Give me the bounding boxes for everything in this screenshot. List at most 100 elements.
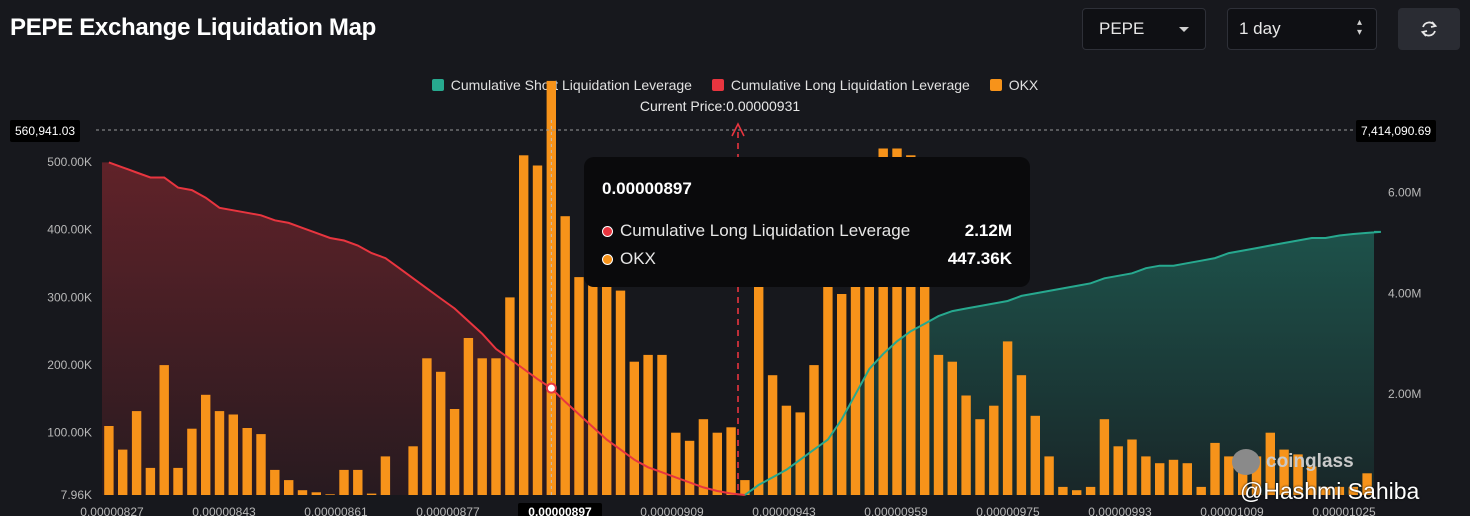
okx-bar [823,260,833,495]
okx-bar [754,229,764,495]
okx-bar [1196,486,1206,495]
okx-bar [1265,432,1275,495]
page-title: PEPE Exchange Liquidation Map [10,14,377,41]
okx-bar [505,297,515,495]
tooltip-dot-okx [602,253,613,265]
y-left-tick-label: 7.96K [61,488,92,502]
right-axis-crosshair-value: 7,414,090.69 [1356,120,1437,142]
okx-bar [1030,415,1040,495]
hover-point [545,382,557,394]
okx-bar [615,290,626,495]
okx-bar [380,456,391,495]
tooltip-label-long: Cumulative Long Liquidation Leverage [620,221,911,240]
okx-bar [920,206,930,495]
tooltip-price: 0.00000897 [602,179,692,198]
okx-bar [560,216,570,495]
tooltip-row-long: Cumulative Long Liquidation Leverage 2.1… [602,217,1012,245]
okx-bar [519,155,529,496]
okx-bar [546,80,556,496]
coinglass-watermark: coinglass [1232,449,1354,475]
range-select-value: 1 day [1239,19,1281,38]
x-tick-label: 0.00001025 [1312,505,1376,516]
okx-bar [311,492,321,495]
okx-bar [698,419,709,495]
refresh-icon [1420,21,1438,37]
legend-label-okx: OKX [1008,77,1039,93]
okx-bar [491,358,501,495]
okx-bar [1307,466,1317,495]
okx-bar [436,371,446,495]
okx-bar [1127,439,1137,495]
long-area [102,162,745,495]
okx-bar [1182,463,1192,495]
legend-item-okx[interactable]: OKX [989,77,1039,93]
legend-swatch-long [711,79,724,91]
okx-bar [1279,449,1289,495]
x-tick-label: 0.00001009 [1200,505,1264,516]
watermark-user: @Hashmi Sahiba [1240,478,1420,504]
okx-bar [422,358,432,495]
legend-item-short[interactable]: Cumulative Short Liquidation Leverage [431,77,692,93]
okx-bar [339,469,349,495]
okx-bar [1072,490,1082,495]
okx-bar [574,277,584,495]
x-tick-label: 0.00000861 [304,505,368,516]
okx-bar [1251,456,1262,495]
okx-bar [837,294,847,495]
refresh-button[interactable] [1398,8,1460,50]
chevron-down-icon [1179,27,1189,32]
okx-bar [1099,419,1110,495]
okx-bar [1016,375,1027,495]
okx-bar [878,148,888,495]
x-tick-label: 0.00000959 [864,505,928,516]
okx-bar [588,168,598,496]
y-left-tick-label: 500.00K [47,155,92,169]
okx-bar [159,365,169,495]
chart-tooltip: 0.00000897 Cumulative Long Liquidation L… [584,157,1030,287]
current-price-label: Current Price:0.00000931 [639,98,801,114]
range-select[interactable]: 1 day ▴ ▾ [1227,8,1377,50]
coin-select[interactable]: PEPE [1082,8,1206,50]
short-cumulative-line [744,230,1381,496]
okx-bar [740,480,750,495]
okx-bar [131,411,142,495]
okx-bar [214,411,225,495]
okx-bar [1044,456,1054,495]
okx-bar [187,428,197,495]
okx-bar [532,165,543,495]
okx-bar [201,394,211,495]
x-tick-label: 0.00000843 [192,505,256,516]
okx-bar [270,469,280,495]
current-price-arrow [731,122,745,137]
y-left-tick-label: 100.00K [47,426,92,440]
okx-bar [1155,463,1165,495]
tooltip-row-okx: OKX 447.36K [602,245,1012,273]
watermark-brand: coinglass [1266,451,1354,472]
okx-bar [643,354,653,495]
okx-bar [408,446,418,495]
long-cumulative-line [108,161,746,496]
tooltip-dot-long [602,225,613,237]
x-tick-label: 0.00000909 [640,505,704,516]
left-axis-crosshair-value: 560,941.03 [10,120,81,142]
x-tick-label: 0.00000993 [1088,505,1152,516]
okx-bar [1168,459,1179,495]
okx-bar [906,155,916,496]
okx-bar [1334,486,1345,495]
okx-bar [104,426,114,495]
okx-bar [1085,486,1096,495]
okx-bar [256,434,266,495]
okx-bar [1058,486,1068,495]
okx-bar [1238,466,1248,495]
okx-bar [961,395,971,495]
legend-swatch-okx [989,79,1002,91]
okx-bar [864,216,874,495]
legend-label-short: Cumulative Short Liquidation Leverage [450,77,692,93]
legend-item-long[interactable]: Cumulative Long Liquidation Leverage [711,77,970,93]
okx-bar [228,414,238,495]
y-right-tick-label: 6.00M [1388,186,1421,200]
okx-bar [989,405,999,495]
okx-bar [712,432,722,495]
x-crosshair-box [518,503,602,516]
